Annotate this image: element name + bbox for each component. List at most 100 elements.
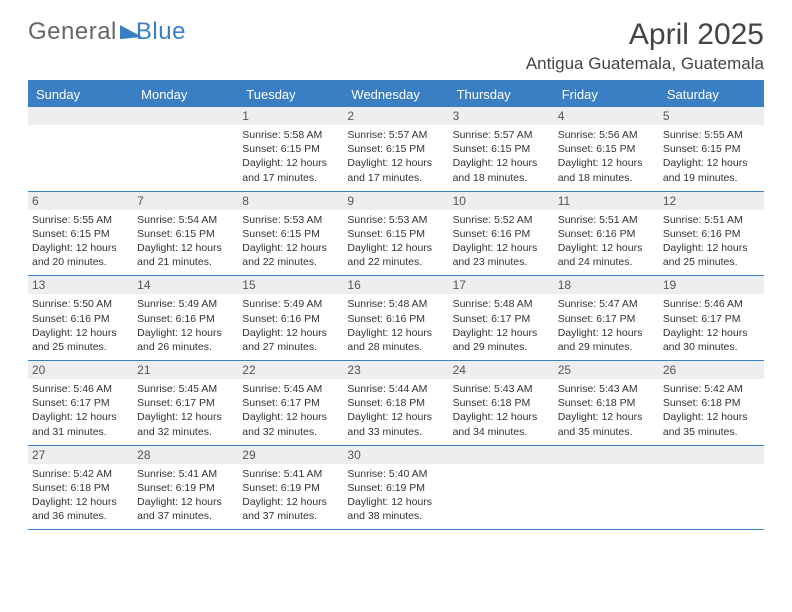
daylight-text: Daylight: 12 hours and 22 minutes. [242, 241, 339, 269]
day-number: 9 [343, 192, 448, 210]
day-cell [554, 446, 659, 530]
sunrise-text: Sunrise: 5:44 AM [347, 382, 444, 396]
sunrise-text: Sunrise: 5:57 AM [347, 128, 444, 142]
sunset-text: Sunset: 6:15 PM [558, 142, 655, 156]
day-cell: 3Sunrise: 5:57 AMSunset: 6:15 PMDaylight… [449, 107, 554, 191]
dow-tuesday: Tuesday [238, 82, 343, 107]
daylight-text: Daylight: 12 hours and 29 minutes. [558, 326, 655, 354]
day-number: 16 [343, 276, 448, 294]
day-cell: 7Sunrise: 5:54 AMSunset: 6:15 PMDaylight… [133, 192, 238, 276]
sunset-text: Sunset: 6:15 PM [242, 142, 339, 156]
sunset-text: Sunset: 6:16 PM [32, 312, 129, 326]
calendar: SundayMondayTuesdayWednesdayThursdayFrid… [28, 80, 764, 530]
day-cell: 23Sunrise: 5:44 AMSunset: 6:18 PMDayligh… [343, 361, 448, 445]
day-number: 12 [659, 192, 764, 210]
day-number: 8 [238, 192, 343, 210]
dow-thursday: Thursday [449, 82, 554, 107]
sunset-text: Sunset: 6:17 PM [558, 312, 655, 326]
week-row: 27Sunrise: 5:42 AMSunset: 6:18 PMDayligh… [28, 446, 764, 531]
page-title: April 2025 [526, 18, 764, 52]
daylight-text: Daylight: 12 hours and 19 minutes. [663, 156, 760, 184]
day-cell: 12Sunrise: 5:51 AMSunset: 6:16 PMDayligh… [659, 192, 764, 276]
sunrise-text: Sunrise: 5:54 AM [137, 213, 234, 227]
sunrise-text: Sunrise: 5:41 AM [137, 467, 234, 481]
title-block: April 2025 Antigua Guatemala, Guatemala [526, 18, 764, 74]
day-cell: 8Sunrise: 5:53 AMSunset: 6:15 PMDaylight… [238, 192, 343, 276]
day-number: 18 [554, 276, 659, 294]
day-number [449, 446, 554, 464]
day-cell: 6Sunrise: 5:55 AMSunset: 6:15 PMDaylight… [28, 192, 133, 276]
daylight-text: Daylight: 12 hours and 21 minutes. [137, 241, 234, 269]
sunset-text: Sunset: 6:19 PM [242, 481, 339, 495]
day-number [28, 107, 133, 125]
daylight-text: Daylight: 12 hours and 33 minutes. [347, 410, 444, 438]
daylight-text: Daylight: 12 hours and 22 minutes. [347, 241, 444, 269]
sunset-text: Sunset: 6:16 PM [347, 312, 444, 326]
day-cell: 11Sunrise: 5:51 AMSunset: 6:16 PMDayligh… [554, 192, 659, 276]
sunrise-text: Sunrise: 5:45 AM [137, 382, 234, 396]
sunset-text: Sunset: 6:17 PM [242, 396, 339, 410]
sunset-text: Sunset: 6:19 PM [347, 481, 444, 495]
daylight-text: Daylight: 12 hours and 34 minutes. [453, 410, 550, 438]
day-number: 10 [449, 192, 554, 210]
sunset-text: Sunset: 6:17 PM [663, 312, 760, 326]
daylight-text: Daylight: 12 hours and 25 minutes. [663, 241, 760, 269]
day-cell: 1Sunrise: 5:58 AMSunset: 6:15 PMDaylight… [238, 107, 343, 191]
daylight-text: Daylight: 12 hours and 17 minutes. [242, 156, 339, 184]
sunrise-text: Sunrise: 5:58 AM [242, 128, 339, 142]
day-number: 24 [449, 361, 554, 379]
week-row: 6Sunrise: 5:55 AMSunset: 6:15 PMDaylight… [28, 192, 764, 277]
daylight-text: Daylight: 12 hours and 20 minutes. [32, 241, 129, 269]
daylight-text: Daylight: 12 hours and 18 minutes. [453, 156, 550, 184]
day-number: 15 [238, 276, 343, 294]
daylight-text: Daylight: 12 hours and 25 minutes. [32, 326, 129, 354]
day-cell: 20Sunrise: 5:46 AMSunset: 6:17 PMDayligh… [28, 361, 133, 445]
sunset-text: Sunset: 6:15 PM [663, 142, 760, 156]
sunset-text: Sunset: 6:15 PM [32, 227, 129, 241]
dow-sunday: Sunday [28, 82, 133, 107]
sunset-text: Sunset: 6:16 PM [137, 312, 234, 326]
sunrise-text: Sunrise: 5:49 AM [137, 297, 234, 311]
daylight-text: Daylight: 12 hours and 29 minutes. [453, 326, 550, 354]
day-cell [133, 107, 238, 191]
sunrise-text: Sunrise: 5:43 AM [453, 382, 550, 396]
daylight-text: Daylight: 12 hours and 35 minutes. [663, 410, 760, 438]
day-cell: 29Sunrise: 5:41 AMSunset: 6:19 PMDayligh… [238, 446, 343, 530]
daylight-text: Daylight: 12 hours and 18 minutes. [558, 156, 655, 184]
day-cell: 19Sunrise: 5:46 AMSunset: 6:17 PMDayligh… [659, 276, 764, 360]
day-number: 7 [133, 192, 238, 210]
sunrise-text: Sunrise: 5:45 AM [242, 382, 339, 396]
daylight-text: Daylight: 12 hours and 24 minutes. [558, 241, 655, 269]
sunrise-text: Sunrise: 5:48 AM [453, 297, 550, 311]
sunset-text: Sunset: 6:18 PM [453, 396, 550, 410]
day-number: 25 [554, 361, 659, 379]
day-cell: 5Sunrise: 5:55 AMSunset: 6:15 PMDaylight… [659, 107, 764, 191]
sunrise-text: Sunrise: 5:56 AM [558, 128, 655, 142]
day-cell: 2Sunrise: 5:57 AMSunset: 6:15 PMDaylight… [343, 107, 448, 191]
day-cell: 30Sunrise: 5:40 AMSunset: 6:19 PMDayligh… [343, 446, 448, 530]
day-cell [659, 446, 764, 530]
day-number [133, 107, 238, 125]
daylight-text: Daylight: 12 hours and 26 minutes. [137, 326, 234, 354]
sunrise-text: Sunrise: 5:57 AM [453, 128, 550, 142]
sunset-text: Sunset: 6:19 PM [137, 481, 234, 495]
day-number: 11 [554, 192, 659, 210]
sunset-text: Sunset: 6:18 PM [347, 396, 444, 410]
day-number: 19 [659, 276, 764, 294]
logo-mark-icon [120, 22, 142, 38]
sunset-text: Sunset: 6:15 PM [453, 142, 550, 156]
sunset-text: Sunset: 6:15 PM [242, 227, 339, 241]
day-cell: 25Sunrise: 5:43 AMSunset: 6:18 PMDayligh… [554, 361, 659, 445]
day-number: 21 [133, 361, 238, 379]
sunrise-text: Sunrise: 5:48 AM [347, 297, 444, 311]
sunset-text: Sunset: 6:16 PM [663, 227, 760, 241]
sunrise-text: Sunrise: 5:55 AM [663, 128, 760, 142]
daylight-text: Daylight: 12 hours and 35 minutes. [558, 410, 655, 438]
header: General Blue April 2025 Antigua Guatemal… [28, 18, 764, 74]
sunset-text: Sunset: 6:15 PM [347, 227, 444, 241]
sunset-text: Sunset: 6:17 PM [137, 396, 234, 410]
sunrise-text: Sunrise: 5:42 AM [32, 467, 129, 481]
logo-text-blue: Blue [136, 18, 186, 46]
day-number: 4 [554, 107, 659, 125]
day-number: 27 [28, 446, 133, 464]
